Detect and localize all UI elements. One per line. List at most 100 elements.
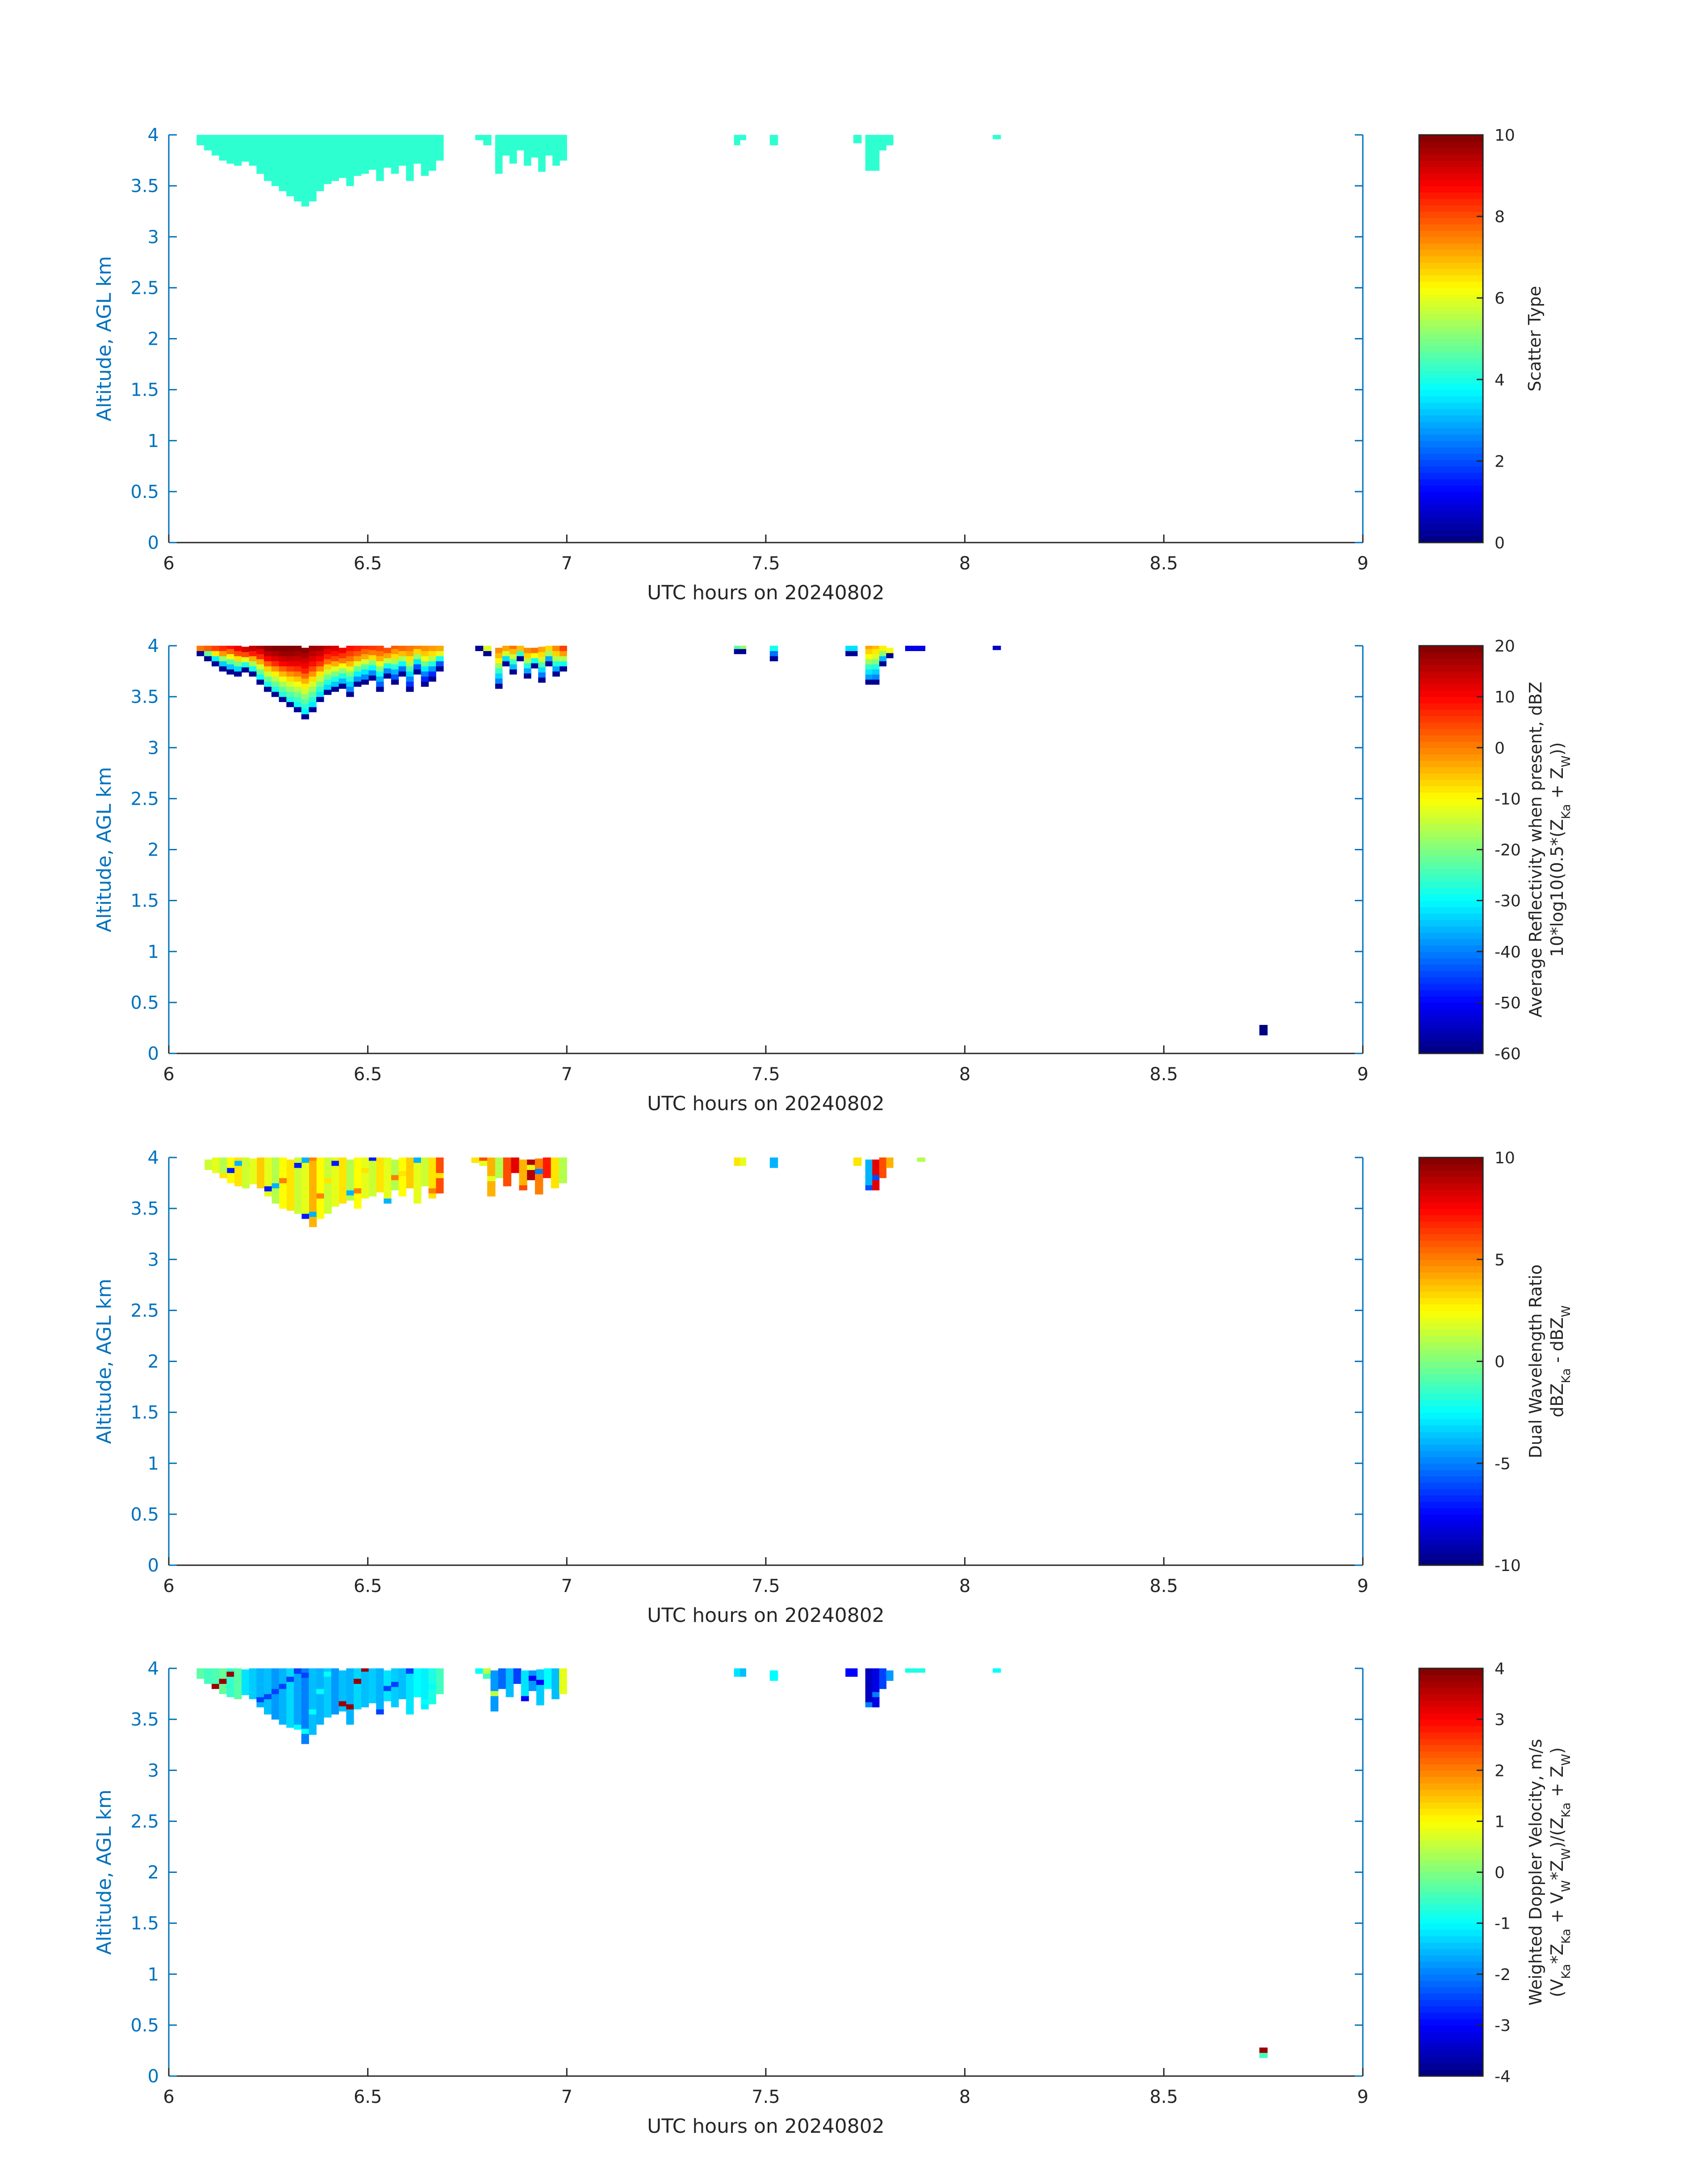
y-tick-label: 2.5 xyxy=(130,278,159,298)
heatmap-cell xyxy=(421,666,429,672)
heatmap-cell xyxy=(301,1713,309,1719)
heatmap-cell xyxy=(241,647,250,652)
heatmap-cell xyxy=(331,1186,339,1191)
heatmap-cell xyxy=(559,1688,567,1694)
heatmap-cell xyxy=(368,670,376,676)
x-tick-label: 8.5 xyxy=(1150,553,1178,574)
colorbar-band xyxy=(1419,1002,1483,1009)
heatmap-cell xyxy=(740,135,747,140)
heatmap-cell xyxy=(338,658,347,664)
y-tick-label: 4 xyxy=(148,1148,159,1168)
x-tick-label: 6.5 xyxy=(354,1576,382,1596)
heatmap-cell xyxy=(368,1688,376,1693)
x-tick-label: 7.5 xyxy=(752,2087,780,2107)
heatmap-cell xyxy=(346,1684,354,1689)
colorbar-band xyxy=(1419,805,1483,812)
heatmap-cell xyxy=(413,1676,422,1682)
heatmap-cell xyxy=(368,1668,376,1673)
heatmap-cell xyxy=(271,135,280,186)
colorbar-band xyxy=(1419,1726,1483,1733)
heatmap-cell xyxy=(196,646,205,651)
heatmap-cell xyxy=(279,1704,287,1709)
colorbar-band xyxy=(1419,1221,1483,1228)
heatmap-cell xyxy=(865,1165,873,1170)
heatmap-cell xyxy=(226,648,234,654)
heatmap-cell xyxy=(316,1178,325,1183)
heatmap-cell xyxy=(376,1162,384,1167)
heatmap-cell xyxy=(428,656,436,661)
heatmap-cell xyxy=(256,679,264,685)
heatmap-cell xyxy=(279,1668,287,1674)
colorbar-tick-label: -2 xyxy=(1495,1966,1511,1984)
heatmap-cell xyxy=(219,656,227,661)
colorbar-band xyxy=(1419,1387,1483,1394)
heatmap-cell xyxy=(398,1673,406,1679)
heatmap-cell xyxy=(331,1181,339,1187)
heatmap-cell xyxy=(219,135,227,161)
heatmap-cell xyxy=(535,1163,543,1169)
heatmap-cell xyxy=(286,656,294,661)
heatmap-cell xyxy=(286,1687,294,1692)
heatmap-cell xyxy=(331,135,339,181)
heatmap-cell xyxy=(234,651,242,656)
heatmap-cell xyxy=(324,1183,332,1189)
heatmap-cell xyxy=(413,1671,422,1677)
heatmap-cell xyxy=(502,651,510,656)
heatmap-cell xyxy=(503,1170,512,1176)
colorbar-band xyxy=(1419,1215,1483,1222)
colorbar-band xyxy=(1419,2025,1483,2032)
heatmap-cell xyxy=(316,676,324,682)
heatmap-cell xyxy=(324,1702,332,1708)
y-tick-label: 0.5 xyxy=(130,2015,159,2036)
colorbar-band xyxy=(1419,1885,1483,1892)
colorbar-tick-label: -10 xyxy=(1495,790,1521,808)
heatmap-cell xyxy=(346,1170,355,1175)
colorbar-band xyxy=(1419,1234,1483,1241)
heatmap-cell xyxy=(309,697,317,702)
heatmap-cell xyxy=(368,1692,376,1698)
colorbar-band xyxy=(1419,1355,1483,1362)
heatmap-cell xyxy=(227,1167,235,1173)
colorbar-band xyxy=(1419,1751,1483,1758)
heatmap-cell xyxy=(279,1198,287,1204)
heatmap-cell xyxy=(428,1678,436,1684)
heatmap-cell xyxy=(398,1176,406,1182)
heatmap-cell xyxy=(279,1719,287,1725)
heatmap-cell xyxy=(413,1668,422,1672)
heatmap-cell xyxy=(406,1684,414,1689)
heatmap-cell xyxy=(428,1167,436,1173)
heatmap-cell xyxy=(324,674,332,680)
heatmap-cell xyxy=(406,661,414,667)
heatmap-cell xyxy=(309,1166,317,1171)
heatmap-cell xyxy=(256,669,264,675)
heatmap-cell xyxy=(294,1714,302,1720)
heatmap-cell xyxy=(398,656,406,661)
y-axis-label: Altitude, AGL km xyxy=(93,767,116,932)
heatmap-cell xyxy=(391,654,399,660)
heatmap-cell xyxy=(865,1702,873,1708)
heatmap-cell xyxy=(256,1687,264,1692)
heatmap-cell xyxy=(421,1699,429,1705)
heatmap-cell xyxy=(872,679,880,685)
heatmap-cell xyxy=(264,1704,272,1709)
heatmap-cell xyxy=(271,681,280,687)
heatmap-cell xyxy=(301,698,309,704)
heatmap-cell xyxy=(531,648,539,653)
heatmap-cell xyxy=(559,1157,567,1163)
heatmap-cell xyxy=(384,673,392,679)
heatmap-cell xyxy=(316,1213,325,1219)
colorbar-band xyxy=(1419,135,1483,142)
heatmap-cell xyxy=(346,1704,354,1709)
y-tick-label: 4 xyxy=(148,1659,159,1679)
heatmap-cell xyxy=(301,648,309,653)
heatmap-cell xyxy=(505,1687,514,1692)
heatmap-cell xyxy=(845,1668,858,1672)
heatmap-cell xyxy=(559,1178,567,1183)
heatmap-cell xyxy=(384,1685,392,1691)
heatmap-cell xyxy=(391,135,399,174)
heatmap-cell xyxy=(376,1678,384,1684)
heatmap-cell xyxy=(256,648,264,654)
colorbar-band xyxy=(1419,332,1483,339)
colorbar-band xyxy=(1419,1202,1483,1209)
heatmap-cell xyxy=(301,658,309,664)
